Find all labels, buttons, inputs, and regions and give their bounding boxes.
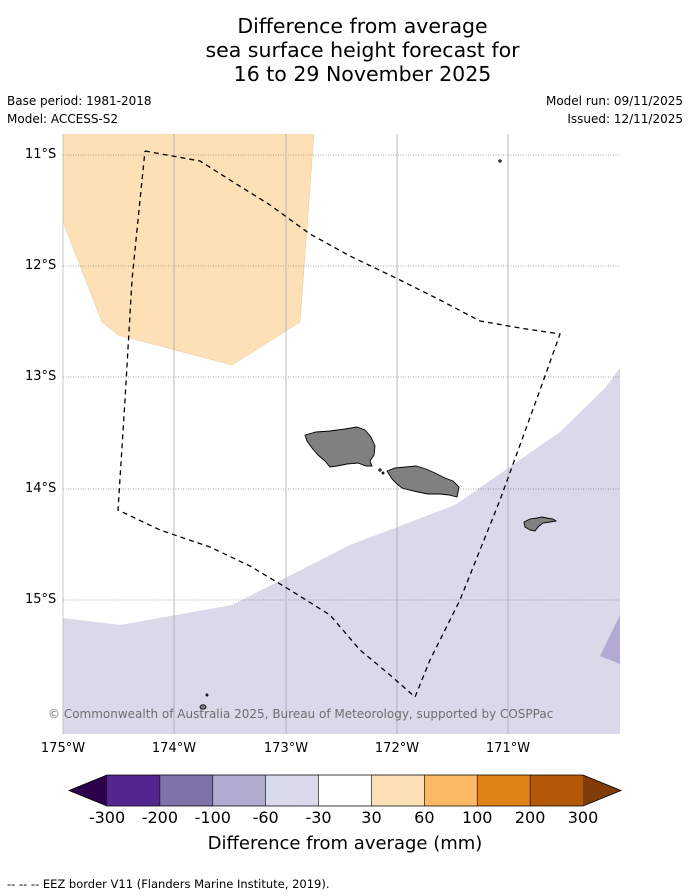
lat-label-13s: 13°S: [25, 369, 57, 384]
copyright-notice: © Commonwealth of Australia 2025, Bureau…: [48, 707, 554, 721]
lat-label-14s: 14°S: [25, 481, 57, 496]
title-line-1: Difference from average: [237, 14, 488, 38]
colorbar-tick-label: 100: [461, 808, 493, 827]
colorbar-segment: [371, 775, 425, 806]
colorbar: [67, 774, 623, 807]
colorbar-extend-low: [69, 775, 107, 806]
colorbar-tick-label: 200: [514, 808, 546, 827]
lat-label-11s: 11°S: [25, 147, 57, 162]
colorbar-segment: [265, 775, 319, 806]
colorbar-outline: [67, 774, 623, 807]
eez-border: [117, 150, 561, 699]
small-islet-south-2: [205, 693, 209, 697]
lon-label-172w: 172°W: [374, 741, 420, 756]
colorbar-segment: [212, 775, 266, 806]
colorbar-tick-label: 300: [567, 808, 599, 827]
islands: [199, 159, 558, 710]
lat-label-15s: 15°S: [25, 592, 57, 607]
strong-negative-patch: [600, 615, 620, 664]
colorbar-segment: [107, 775, 160, 806]
colorbar-segment: [530, 775, 583, 806]
colorbar-tick-label: -100: [194, 808, 231, 827]
issued-date: Issued: 12/11/2025: [567, 112, 683, 126]
lat-gridlines: [63, 154, 620, 601]
colorbar-title: Difference from average (mm): [207, 833, 483, 854]
colorbar-segment: [159, 775, 213, 806]
eez-footnote: -- -- -- EEZ border V11 (Flanders Marine…: [7, 877, 330, 891]
colorbar-extend-high: [583, 775, 621, 806]
title-line-3: 16 to 29 November 2025: [233, 62, 492, 86]
colorbar-tick-label: 60: [414, 808, 435, 827]
colorbar-segment: [424, 775, 478, 806]
small-islet-south: [199, 704, 207, 710]
apolima-islet: [381, 471, 385, 475]
model-run: Model run: 09/11/2025: [545, 94, 683, 108]
manono-islet: [378, 468, 382, 472]
colorbar-segment: [477, 775, 531, 806]
lon-label-174w: 174°W: [151, 741, 197, 756]
lon-label-173w: 173°W: [263, 741, 309, 756]
title-line-2: sea surface height forecast for: [205, 38, 520, 62]
lon-label-171w: 171°W: [485, 741, 531, 756]
lon-label-175w: 175°W: [40, 741, 86, 756]
colorbar-segment: [318, 775, 372, 806]
colorbar-tick-label: -300: [88, 808, 126, 827]
tutuila-island: [523, 516, 558, 532]
lat-label-12s: 12°S: [25, 258, 57, 273]
swains-islet: [498, 159, 502, 163]
lon-gridlines: [173, 134, 509, 734]
base-period: Base period: 1981-2018: [7, 94, 152, 108]
positive-anomaly-region: [63, 134, 315, 366]
savaii-island: [304, 426, 376, 468]
model-name: Model: ACCESS-S2: [7, 112, 119, 126]
colorbar-tick-label: -60: [252, 808, 279, 827]
map-title: Difference from average sea surface heig…: [0, 14, 690, 86]
colorbar-tick-label: 30: [361, 808, 382, 827]
negative-anomaly-region: [63, 368, 620, 734]
upolu-island: [386, 465, 460, 498]
colorbar-tick-label: -30: [305, 808, 332, 827]
colorbar-tick-label: -200: [141, 808, 179, 827]
